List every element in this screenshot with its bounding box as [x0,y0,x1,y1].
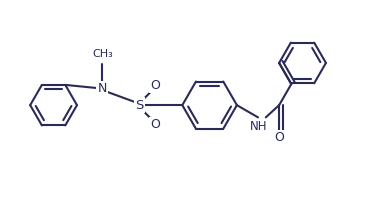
Text: N: N [98,82,107,95]
Text: NH: NH [250,120,268,133]
Text: CH₃: CH₃ [92,49,113,59]
Text: O: O [150,79,160,92]
Text: O: O [274,132,284,145]
Text: O: O [150,118,160,131]
Text: S: S [135,99,144,112]
